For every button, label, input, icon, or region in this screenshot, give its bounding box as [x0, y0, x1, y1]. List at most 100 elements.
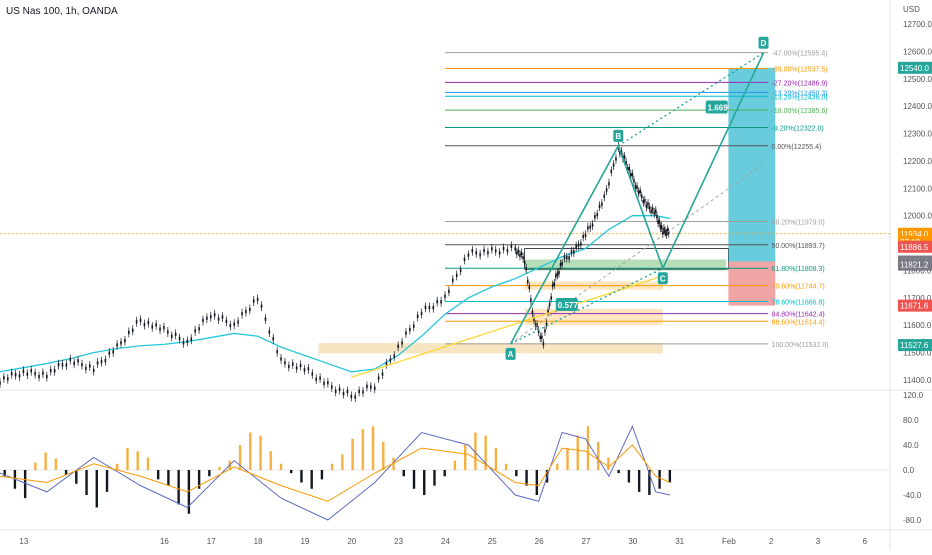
candle-body: [551, 283, 554, 288]
candle-body: [662, 231, 664, 235]
oscillator-line-slow: [0, 444, 671, 502]
candle-body: [644, 198, 646, 203]
candle-body: [634, 185, 637, 189]
price-tick-label: 11600.0: [903, 321, 932, 330]
price-tick-label: 11700.0: [903, 294, 932, 303]
histogram-bar: [300, 470, 303, 483]
candle-body: [424, 305, 427, 309]
candle-body: [350, 394, 353, 399]
candle-body: [537, 329, 540, 333]
candle-body: [563, 255, 566, 260]
ratio-badge: [555, 297, 578, 311]
histogram-bar: [576, 435, 579, 470]
fib-level-label: 50.00%(11893.7): [772, 243, 825, 250]
candle-body: [170, 334, 173, 338]
histogram-bar: [23, 470, 27, 499]
candle-body: [143, 322, 146, 327]
histogram-bar: [484, 435, 487, 470]
candle-body: [288, 364, 290, 369]
candle-body: [303, 368, 306, 372]
candle-body: [516, 251, 518, 255]
candle-body: [401, 341, 403, 345]
candle-body: [455, 273, 458, 278]
histogram-bar: [658, 470, 661, 489]
candle-body: [598, 204, 601, 208]
candle-body: [327, 381, 329, 385]
price-tag-label: 11527.6: [900, 341, 929, 350]
candle-body: [354, 395, 357, 399]
candle-body: [249, 307, 251, 312]
histogram-bar: [412, 470, 416, 489]
histogram-bar: [443, 470, 446, 477]
candle-body: [639, 189, 641, 193]
price-tick-label: 11500.0: [903, 349, 932, 358]
fib-level-label: 78.60%(11686.8): [772, 299, 825, 306]
candle-body: [22, 369, 25, 373]
fib-level-label: -27.20%(12486.9): [772, 80, 828, 87]
candle-body: [420, 311, 423, 316]
candle-body: [73, 361, 75, 365]
histogram-bar: [54, 458, 58, 470]
price-tick-label: 12700.0: [903, 20, 932, 29]
candle-body: [487, 250, 489, 255]
candle-body: [582, 234, 584, 239]
candle-body: [475, 251, 478, 255]
fib-level-label: 0.00%(12255.4): [772, 144, 822, 151]
histogram-bar: [648, 470, 651, 495]
candle-body: [545, 322, 548, 326]
candle-body: [49, 368, 52, 373]
candle-body: [69, 357, 72, 362]
histogram-bar: [238, 445, 242, 470]
candle-body: [463, 257, 466, 262]
candle-body: [108, 351, 111, 355]
price-tag: [898, 240, 932, 253]
oscillator-tick-label: -80.0: [903, 516, 922, 525]
candle-body: [100, 360, 103, 364]
histogram-bar: [197, 470, 201, 489]
price-tag-label: 11934.0: [900, 230, 929, 239]
candle-body: [573, 250, 575, 254]
candle-body: [190, 337, 193, 341]
oscillator-tick-label: 80.0: [903, 416, 919, 425]
price-tick-label: 12600.0: [903, 47, 932, 56]
candle-body: [589, 225, 592, 229]
candle-body: [120, 341, 122, 345]
candle-body: [245, 309, 247, 314]
histogram-bar: [341, 454, 344, 470]
stop-zone: [728, 261, 776, 306]
histogram-bar: [34, 462, 37, 470]
candle-body: [647, 202, 649, 206]
candle-body: [330, 385, 333, 389]
fib-level-label: -18.00%(12385.6): [772, 108, 828, 115]
candle-body: [556, 272, 559, 276]
price-tag: [898, 258, 932, 271]
candle-body: [665, 232, 668, 236]
candle-body: [198, 327, 200, 331]
fib-level-label: -47.00%(12595.4): [772, 51, 828, 58]
candle-body: [167, 330, 169, 334]
histogram-bar: [310, 470, 313, 489]
candle-body: [663, 227, 665, 231]
fib-level-label: -13.20%(12450.3): [772, 90, 828, 97]
candle-body: [217, 317, 220, 321]
supply-demand-zone: [524, 259, 727, 271]
candle-body: [7, 377, 9, 381]
candle-body: [528, 285, 531, 290]
histogram-bar: [371, 426, 375, 470]
candle-body: [525, 267, 527, 271]
candle-body: [209, 315, 212, 319]
candle-body: [307, 367, 310, 371]
candle-body: [194, 329, 196, 333]
candle-body: [659, 225, 662, 230]
candle-body: [608, 182, 610, 186]
time-tick-label: 13: [19, 537, 28, 546]
candle-body: [550, 296, 552, 300]
fib-level-label: -39.00%(12537.5): [772, 67, 828, 74]
candle-body: [264, 317, 267, 321]
candle-body: [81, 363, 83, 367]
histogram-bar: [392, 457, 395, 470]
histogram-bar: [361, 429, 365, 470]
candle-body: [377, 376, 380, 380]
